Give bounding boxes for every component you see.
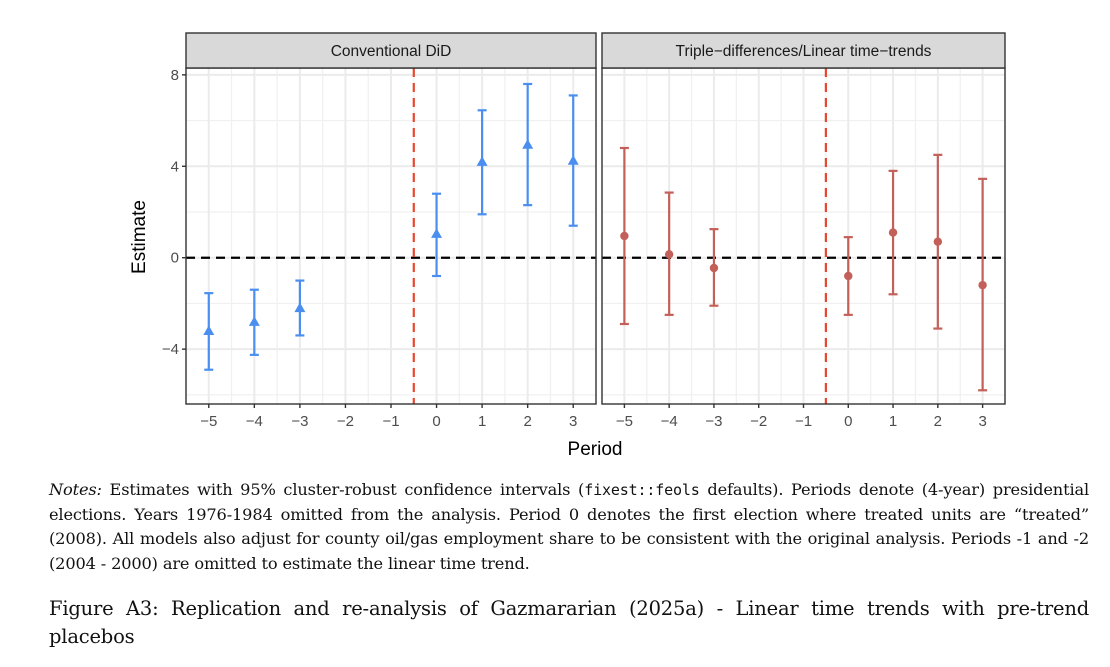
notes-label: Notes:: [49, 480, 102, 499]
x-tick-label: 1: [478, 413, 486, 430]
x-tick-label: −5: [200, 413, 217, 430]
estimate-marker-triangle: [294, 302, 306, 313]
faceted-coefficient-plot: Conventional DiD −5 −4 −3 −2 −1 0 1 2 3 −4 0 4 8 Tripl…: [129, 32, 1006, 460]
estimate-marker-triangle: [431, 228, 443, 238]
figure-notes: Notes: Estimates with 95% cluster-robust…: [49, 478, 1089, 576]
estimate-marker-triangle: [203, 325, 215, 335]
estimate-marker-triangle: [476, 156, 488, 166]
panel-2: Triple−differences/Linear time−trends −5 −…: [601, 32, 1006, 430]
estimate-point-group: [843, 236, 853, 316]
x-tick-label: −1: [382, 413, 399, 430]
estimate-point-group: [476, 109, 488, 216]
estimate-point-group: [522, 82, 534, 207]
x-tick-label: 2: [523, 413, 531, 430]
facet-strip: [601, 32, 1006, 69]
x-tick-label: −4: [246, 413, 263, 430]
estimate-point-group: [619, 146, 629, 326]
x-tick-label: 2: [934, 413, 942, 430]
x-tick-label: −4: [661, 413, 678, 430]
estimate-point-group: [203, 292, 215, 371]
x-tick-label: 0: [844, 413, 852, 430]
estimate-marker-triangle: [248, 316, 260, 326]
estimate-marker-circle: [978, 280, 987, 290]
estimate-point-group: [431, 192, 443, 278]
x-tick-label: −2: [337, 413, 354, 430]
estimate-marker-circle: [664, 250, 674, 259]
y-tick-label: 0: [171, 250, 179, 267]
estimate-marker-circle: [844, 271, 853, 281]
notes-text-1: Estimates with 95% cluster-robust confid…: [101, 480, 585, 499]
estimate-point-group: [888, 169, 898, 296]
x-tick-label: −3: [705, 413, 722, 430]
estimate-marker-circle: [709, 263, 719, 273]
x-axis-title: Period: [568, 439, 623, 460]
estimate-marker-triangle: [522, 139, 534, 149]
x-tick-label: 3: [569, 413, 577, 430]
figure-caption: Figure A3: Replication and re-analysis o…: [49, 597, 1089, 648]
x-tick-label: −1: [795, 413, 812, 430]
estimate-point-group: [567, 94, 579, 227]
y-tick-label: −4: [162, 341, 179, 358]
notes-text-2: defaults). Periods denote (4-year) presi…: [49, 480, 1089, 573]
estimate-point-group: [978, 177, 988, 392]
estimate-marker-triangle: [567, 155, 579, 165]
x-tick-label: −5: [616, 413, 633, 430]
facet-strip-label: Triple−differences/Linear time−trends: [676, 43, 932, 60]
figure: Conventional DiD −5 −4 −3 −2 −1 0 1 2 3 −4 0 4 8 Tripl…: [129, 32, 1006, 460]
y-tick-label: 4: [171, 158, 179, 175]
estimate-point-group: [294, 279, 306, 337]
y-axis-title: Estimate: [129, 200, 150, 274]
estimate-point-group: [709, 228, 719, 307]
estimate-point-group: [248, 288, 260, 356]
x-tick-label: 3: [978, 413, 986, 430]
x-tick-label: −3: [291, 413, 308, 430]
facet-strip-label: Conventional DiD: [331, 43, 452, 60]
x-tick-label: 0: [432, 413, 440, 430]
estimate-marker-circle: [933, 237, 943, 246]
x-tick-label: −2: [750, 413, 767, 430]
facet-strip: [185, 32, 597, 69]
notes-code: fixest::feols: [584, 481, 700, 499]
panel-1: Conventional DiD −5 −4 −3 −2 −1 0 1 2 3 −4 0 4 8: [162, 32, 597, 430]
estimate-marker-circle: [888, 228, 898, 237]
estimate-point-group: [933, 153, 943, 330]
estimate-point-group: [664, 191, 674, 316]
estimate-marker-circle: [620, 231, 629, 241]
y-tick-label: 8: [171, 67, 179, 84]
x-tick-label: 1: [889, 413, 897, 430]
